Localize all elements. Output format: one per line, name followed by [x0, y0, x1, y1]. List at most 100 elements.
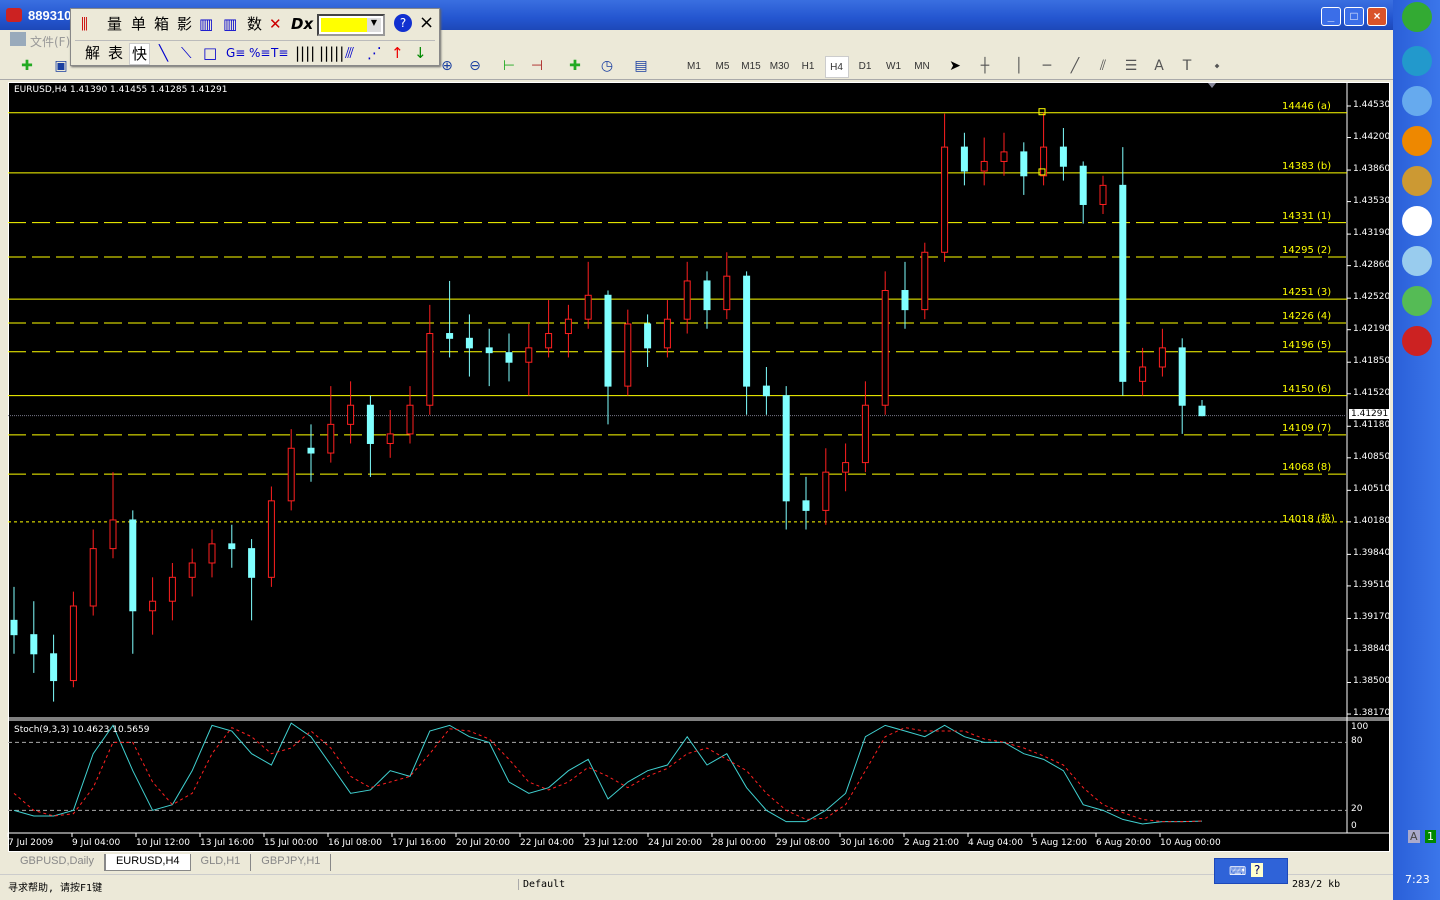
app-icon[interactable] [1402, 126, 1432, 156]
bear-candle [901, 290, 909, 311]
fan-icon[interactable]: ⫻ [345, 44, 354, 62]
bars-icon[interactable]: ▥ [199, 15, 214, 33]
y-tick-label: 1.38500 [1353, 676, 1391, 687]
timeframe-w1[interactable]: W1 [886, 61, 901, 72]
dx-icon[interactable]: Dx [291, 15, 314, 33]
cursor-icon[interactable]: ➤ [949, 58, 961, 74]
gann-icon[interactable]: G≡ [226, 46, 246, 60]
app-icon[interactable] [1402, 86, 1432, 116]
tool-box[interactable]: 箱 [154, 15, 170, 33]
trendline-icon[interactable]: ╱ [1070, 58, 1080, 74]
tool-fast[interactable]: 快 [129, 43, 151, 65]
crosshair-icon[interactable]: ┼ [980, 58, 990, 74]
help-icon[interactable]: ? [1251, 863, 1264, 877]
color-picker[interactable]: ▼ [317, 14, 385, 36]
timeframe-h4[interactable]: H4 [824, 56, 849, 78]
arrows-icon[interactable]: ⬩ [1214, 58, 1220, 74]
cycle-lines2-icon[interactable]: ||||| [319, 44, 345, 62]
chart-tab[interactable]: GBPUSD,Daily [10, 854, 105, 871]
color-swatch [321, 18, 367, 32]
fibonacci-icon[interactable]: ☰ [1124, 58, 1138, 74]
x-tick-label: 10 Aug 00:00 [1160, 838, 1221, 848]
internet-explorer-icon[interactable] [1402, 46, 1432, 76]
timeframe-m15[interactable]: M15 [741, 61, 761, 72]
users-icon[interactable] [1402, 286, 1432, 316]
y-tick-label: 1.40180 [1353, 515, 1391, 526]
chart-tab[interactable]: EURUSD,H4 [104, 854, 191, 871]
chart-window[interactable] [8, 82, 1390, 852]
zoom-in-icon[interactable]: ⊕ [441, 58, 453, 74]
fib-levels-icon[interactable]: %≡ [249, 46, 271, 60]
chart-tab[interactable]: GLD,H1 [191, 854, 252, 871]
channel-icon[interactable]: ⟍ [181, 44, 192, 62]
vertical-line-icon[interactable]: │ [1014, 58, 1024, 74]
tool-data[interactable]: 数 [247, 15, 263, 33]
equidistant-channel-icon[interactable]: ⫽ [1099, 58, 1107, 74]
keyboard-icon[interactable]: ⌨ [1229, 864, 1247, 878]
bull-candle [1158, 347, 1166, 368]
candles-icon[interactable]: ⫼ [81, 15, 88, 33]
bull-candle [663, 318, 671, 349]
x-tick-label: 23 Jul 12:00 [584, 838, 638, 848]
indicators-icon[interactable]: ✚ [569, 58, 581, 74]
tool-volume[interactable]: 量 [107, 15, 123, 33]
maximize-button[interactable]: □ [1344, 7, 1364, 26]
autoscroll-icon[interactable]: ⊣ [530, 58, 544, 74]
tool-table[interactable]: 表 [108, 44, 124, 62]
stochastic-label: Stoch(9,3,3) 10.4623 10.5659 [14, 725, 150, 735]
ime-toolbar[interactable]: ⌨ ? [1214, 858, 1288, 884]
timeframe-d1[interactable]: D1 [858, 61, 872, 72]
tool-analyze[interactable]: 解 [85, 44, 101, 62]
timeframe-h1[interactable]: H1 [801, 61, 815, 72]
timeframe-m5[interactable]: M5 [715, 61, 730, 72]
fib-fan-icon[interactable]: ⋰ [367, 44, 382, 62]
timeframe-m30[interactable]: M30 [769, 61, 790, 72]
tool-shadow[interactable]: 影 [177, 15, 193, 33]
fib-level-label: 14446 (a) [1282, 100, 1331, 112]
menu-file[interactable]: 文件(F) [30, 35, 71, 49]
new-chart-icon[interactable]: ✚ [21, 58, 33, 74]
x-tick-label: 22 Jul 04:00 [520, 838, 574, 848]
close-button[interactable]: × [1367, 7, 1387, 26]
y-tick-label: 1.43860 [1353, 164, 1391, 175]
text-levels-icon[interactable]: T≡ [271, 46, 289, 60]
timeframe-mn[interactable]: MN [914, 61, 930, 72]
bull-candle [624, 323, 632, 387]
text-label-icon[interactable]: T [1182, 58, 1192, 74]
help-icon[interactable]: ? [394, 14, 412, 32]
minimize-button[interactable]: _ [1321, 7, 1341, 26]
bear-candle [644, 323, 652, 349]
profiles-icon[interactable]: ▣ [54, 58, 68, 74]
bars2-icon[interactable]: ▥ [223, 15, 238, 33]
app-icon[interactable] [1402, 206, 1432, 236]
horizontal-line-icon[interactable]: ─ [1042, 58, 1052, 74]
timeframe-m1[interactable]: M1 [687, 61, 701, 72]
pencil-icon[interactable] [1402, 166, 1432, 196]
bear-candle [307, 447, 315, 454]
fib-level-label: 14150 (6) [1282, 383, 1332, 395]
cycle-lines-icon[interactable]: |||| [295, 44, 316, 62]
chart-shift-icon[interactable]: ⊢ [502, 58, 516, 74]
zoom-out-icon[interactable]: ⊖ [469, 58, 481, 74]
y-tick-label: 1.41520 [1353, 387, 1391, 398]
clock-icon[interactable]: ◷ [600, 58, 614, 74]
text-icon[interactable]: A [1154, 58, 1164, 74]
start-icon[interactable] [1402, 2, 1432, 32]
close-icon[interactable]: × [419, 12, 435, 33]
rectangle-icon[interactable]: □ [203, 44, 218, 62]
bull-candle [89, 548, 97, 607]
bull-candle [683, 280, 691, 320]
chart-tab[interactable]: GBPJPY,H1 [251, 854, 332, 871]
app-icon[interactable] [1402, 246, 1432, 276]
line-icon[interactable]: ╲ [159, 44, 169, 62]
arrow-up-icon[interactable]: ↑ [391, 44, 404, 62]
app-icon[interactable] [1402, 326, 1432, 356]
tool-order[interactable]: 单 [131, 15, 147, 33]
floating-drawing-toolbar: ⫼ 量 单 箱 影 ▥ ▥ 数 ✕ Dx ▼ ? × 解 表 快 ╲ ⟍ □ G… [70, 8, 440, 66]
templates-icon[interactable]: ▤ [634, 58, 648, 74]
arrow-down-icon[interactable]: ↓ [414, 44, 427, 62]
ime-indicator[interactable]: A [1408, 830, 1420, 843]
cross-icon[interactable]: ✕ [269, 15, 282, 33]
bear-candle [960, 146, 968, 172]
